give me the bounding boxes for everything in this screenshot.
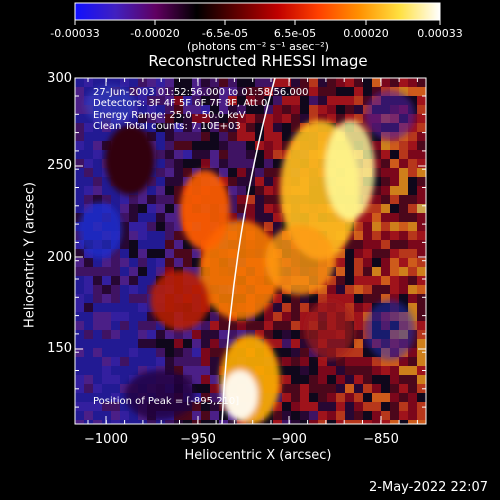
emission-blobs xyxy=(78,85,415,424)
timestamp: 2-May-2022 22:07 xyxy=(369,480,488,495)
axis-ticks xyxy=(75,77,426,424)
clean-total-counts: Clean Total counts: 7.10E+03 xyxy=(93,121,241,132)
x-tick-label: −1000 xyxy=(84,432,128,447)
detectors-info: Detectors: 3F 4F 5F 6F 7F 8F, Att 0 xyxy=(93,98,268,109)
peak-position: Position of Peak = [-895,210] xyxy=(93,396,240,407)
colorbar-tick-label: 0.00020 xyxy=(343,27,389,40)
solar-limb-curve xyxy=(221,78,276,424)
y-tick-label: 250 xyxy=(47,158,72,173)
plot-title: Reconstructed RHESSI Image xyxy=(148,52,368,70)
colorbar-tick-label: -0.00033 xyxy=(50,27,100,40)
y-tick-label: 200 xyxy=(47,250,72,265)
observation-time: 27-Jun-2003 01:52:56.000 to 01:58:56.000 xyxy=(93,87,309,98)
colorbar xyxy=(74,2,441,21)
x-tick-label: −850 xyxy=(363,432,399,447)
colorbar-tick-label: -0.00020 xyxy=(130,27,180,40)
x-axis-label: Heliocentric X (arcsec) xyxy=(184,448,332,463)
rhessi-image xyxy=(75,78,426,424)
y-tick-label: 150 xyxy=(47,341,72,356)
plot-frame xyxy=(74,77,427,425)
x-tick-label: −950 xyxy=(180,432,216,447)
colorbar-tick-label: 6.5e-05 xyxy=(273,27,317,40)
colorbar-ticks xyxy=(74,20,441,25)
y-axis-label: Heliocentric Y (arcsec) xyxy=(22,182,38,328)
colorbar-tick-label: 0.00033 xyxy=(417,27,463,40)
energy-range: Energy Range: 25.0 - 50.0 keV xyxy=(93,110,246,121)
x-tick-label: −900 xyxy=(271,432,307,447)
colorbar-tick-label: -6.5e-05 xyxy=(201,27,249,40)
y-tick-label: 300 xyxy=(47,71,72,86)
colorbar-units: (photons cm⁻² s⁻¹ asec⁻²) xyxy=(187,40,329,53)
